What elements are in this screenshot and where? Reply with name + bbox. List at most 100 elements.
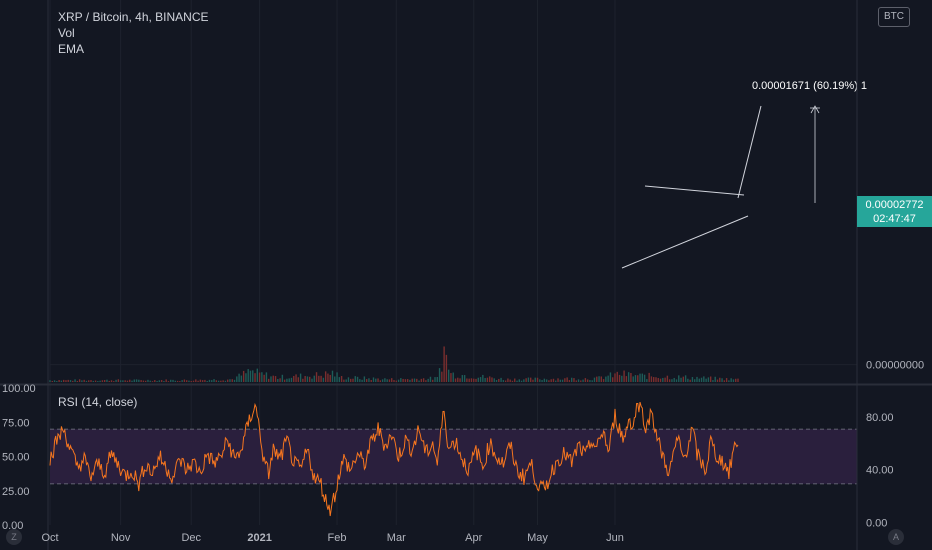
volume-bar [78,379,81,382]
rsi-left-tick-label: 0.00 [2,520,23,532]
volume-bar [117,379,120,382]
volume-bar [507,378,509,382]
volume-bar [213,379,215,382]
volume-bar [452,372,454,382]
volume-bar [616,371,618,382]
volume-bar [315,372,318,382]
auto-scale-icon[interactable]: A [888,529,904,545]
volume-bar [555,380,557,382]
volume-bar [386,379,388,382]
last-price-tag: 0.00002772 02:47:47 [857,196,932,227]
volume-bar [564,378,566,382]
rsi-right-tick-label: 40.00 [866,465,894,477]
volume-bar [509,379,511,382]
volume-bar [696,376,698,382]
volume-bar [154,380,156,382]
volume-bar [67,379,69,382]
volume-bar [493,378,495,382]
volume-bar [737,378,739,382]
volume-bar [270,376,272,382]
volume-bar [122,380,124,382]
trend-drawings[interactable]: 0.00001671 (60.19%) 1 [621,80,867,269]
volume-bar [596,376,598,382]
volume-bar [721,378,723,382]
volume-bar [247,369,249,382]
volume-bar [712,380,714,382]
volume-bar [268,378,270,382]
volume-bar [573,378,575,382]
symbol-title[interactable]: XRP / Bitcoin, 4h, BINANCE [58,10,209,24]
volume-bar [457,377,459,382]
volume-bar [543,378,546,382]
volume-bar [545,379,548,382]
volume-bar [135,379,138,382]
rsi-series [49,401,739,517]
volume-bar [662,377,664,382]
symbol-legend[interactable]: XRP / Bitcoin, 4h, BINANCE Vol EMA [58,9,209,57]
time-tick-label: May [527,532,548,544]
rsi-legend[interactable]: RSI (14, close) [58,395,138,409]
volume-bar [359,379,361,382]
rsi-line [49,401,739,517]
volume-bar [657,378,659,382]
volume-bar [347,377,350,382]
volume-bar [352,378,354,382]
volume-bar [450,373,452,382]
volume-bar [570,377,573,382]
rsi-right-tick-label: 80.00 [866,412,894,424]
time-tick-label: Dec [181,532,201,544]
volume-bar [324,371,327,382]
volume-bar [468,378,470,382]
volume-bar [575,380,577,382]
projection-label: 0.00001671 (60.19%) 1 [752,80,867,92]
time-tick-label: Jun [606,532,624,544]
volume-bar [568,380,571,382]
volume-bar [119,380,122,382]
volume-bar [630,373,632,382]
volume-bar [557,378,559,382]
volume-bar [236,376,238,382]
volume-bar [609,372,612,382]
volume-bar [245,373,247,382]
volume-bar [254,373,256,382]
volume-bar [391,378,393,382]
volume-bar [94,380,97,382]
volume-bar [687,378,689,382]
volume-bar [51,380,53,382]
currency-badge[interactable]: BTC [878,7,910,27]
volume-bar [199,379,202,382]
volume-indicator-label[interactable]: Vol [58,26,75,40]
volume-bar [224,380,227,382]
volume-bar [306,376,309,382]
volume-bar [666,375,669,382]
volume-bar [99,380,101,382]
volume-bar [395,380,397,382]
rsi-left-tick-label: 50.00 [2,452,30,464]
volume-bar [249,370,252,382]
volume-bar [707,377,710,382]
volume-bar [684,375,687,382]
volume-bar [88,380,90,382]
volume-bar [680,377,682,382]
timezone-toggle-icon[interactable]: Z [6,529,22,545]
volume-bar [354,376,356,382]
volume-bar [523,379,525,382]
volume-bar [388,379,391,382]
volume-bar [637,375,639,382]
volume-bar [477,377,479,382]
volume-bar [541,380,543,382]
volume-bar [454,378,457,382]
volume-bar [614,373,616,382]
volume-bar [101,380,104,382]
time-tick-label: Apr [465,532,482,544]
volume-bar [151,381,154,382]
volume-bar [671,379,673,382]
volume-bar [518,379,520,382]
volume-bar [56,381,58,382]
volume-bar [427,378,429,382]
ema-indicator-label[interactable]: EMA [58,42,85,56]
volume-bar [183,379,186,382]
volume-bar [379,380,382,382]
rsi-band [50,428,857,485]
